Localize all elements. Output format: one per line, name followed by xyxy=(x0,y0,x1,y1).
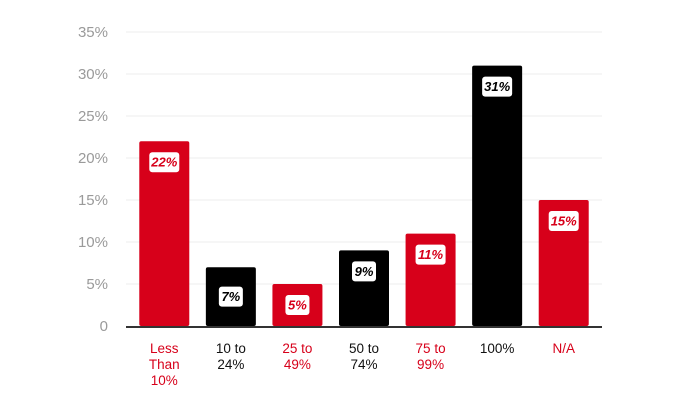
data-labels: 22% 7% 5% 9% 11% 31% 15% xyxy=(149,76,579,315)
x-tick-label-line: 50 to xyxy=(349,341,379,356)
x-tick-label: N/A xyxy=(552,341,575,356)
bars xyxy=(139,65,589,326)
y-tick-label: 5% xyxy=(86,276,108,293)
data-label-box xyxy=(149,152,180,173)
x-tick-label: 75 to 99% xyxy=(416,341,446,372)
x-tick-label-line: Than xyxy=(149,357,180,372)
x-tick-label-line: 10% xyxy=(151,373,178,388)
y-tick-label: 20% xyxy=(78,150,108,167)
y-axis-ticks: 0 5% 10% 15% 20% 25% 30% 35% xyxy=(78,24,108,335)
data-label: 11% xyxy=(418,247,443,262)
x-tick-label-line: 10 to xyxy=(216,341,246,356)
y-tick-label: 0 xyxy=(100,318,108,335)
x-tick-label-line: 24% xyxy=(217,357,244,372)
data-label: 15% xyxy=(551,214,577,229)
bar xyxy=(538,200,589,326)
x-tick-label-line: 25 to xyxy=(282,341,312,356)
x-tick-label-line: 75 to xyxy=(416,341,446,356)
y-tick-label: 15% xyxy=(78,192,108,209)
bar xyxy=(339,250,389,326)
data-label-box xyxy=(482,76,513,97)
data-label-box xyxy=(548,211,579,231)
x-axis-ticks: Less Than 10% 10 to 24% 25 to 49% 50 to 74% 75 to… xyxy=(149,341,575,388)
x-tick-label-line: 74% xyxy=(350,357,377,372)
data-label: 5% xyxy=(288,298,307,313)
x-tick-label-line: 99% xyxy=(417,357,444,372)
x-tick-label: 10 to 24% xyxy=(216,341,246,372)
y-tick-label: 35% xyxy=(78,24,108,41)
x-tick-label: 100% xyxy=(480,341,515,356)
x-tick-label-line: 100% xyxy=(480,341,515,356)
y-tick-label: 10% xyxy=(78,234,108,251)
x-tick-label-line: Less xyxy=(150,341,179,356)
data-label-box xyxy=(415,244,446,265)
data-label: 9% xyxy=(355,264,374,279)
gridlines xyxy=(126,31,602,285)
x-tick-label: Less Than 10% xyxy=(149,341,180,388)
bar xyxy=(472,65,523,326)
y-tick-label: 25% xyxy=(78,108,108,125)
data-label-box xyxy=(285,295,310,315)
x-tick-label-line: N/A xyxy=(552,341,575,356)
x-tick-label-line: 49% xyxy=(284,357,311,372)
data-label-box xyxy=(352,261,376,282)
data-label: 22% xyxy=(150,155,177,170)
bar xyxy=(139,141,190,326)
data-label: 31% xyxy=(484,79,510,94)
y-tick-label: 30% xyxy=(78,66,108,83)
data-label-box xyxy=(218,286,243,307)
data-label: 7% xyxy=(221,289,240,304)
x-tick-label: 25 to 49% xyxy=(282,341,312,372)
x-tick-label: 50 to 74% xyxy=(349,341,379,372)
